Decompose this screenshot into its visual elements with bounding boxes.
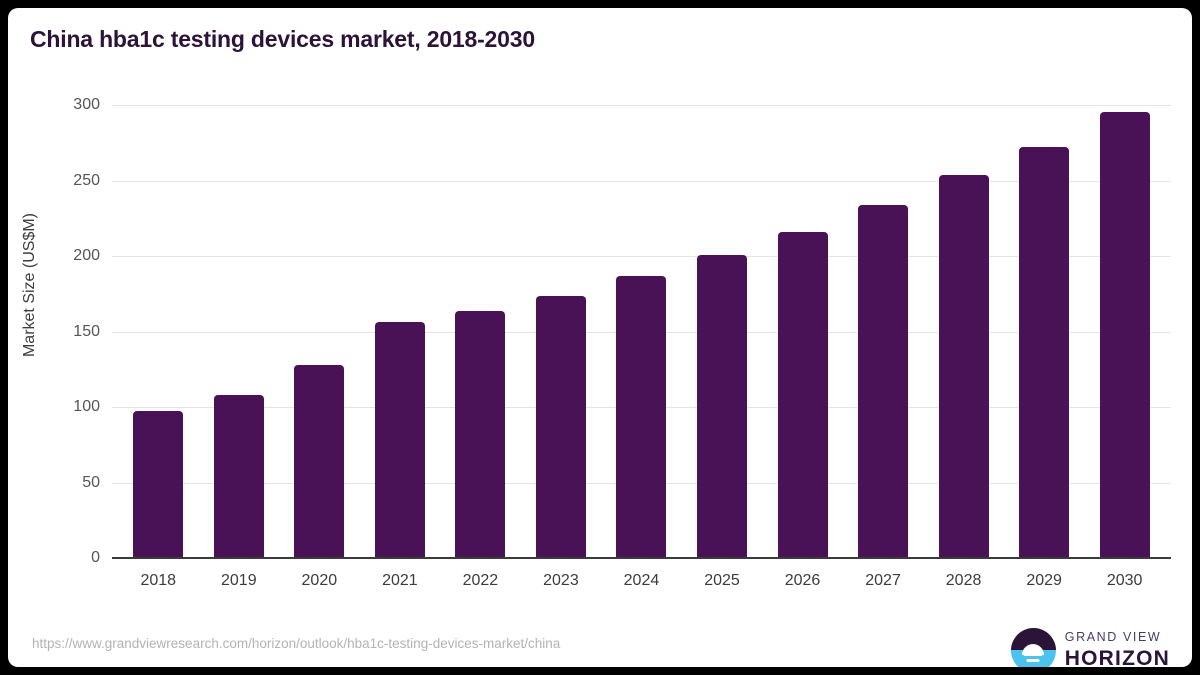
bar-slot — [1004, 105, 1085, 558]
bar-2021[interactable] — [374, 321, 425, 558]
x-axis-tick-label: 2022 — [462, 572, 499, 589]
bar-2027[interactable] — [858, 205, 909, 558]
y-axis-tick-label: 200 — [73, 247, 100, 264]
logo-text-horizon: HORIZON — [1064, 646, 1170, 667]
bar-slot — [762, 105, 843, 558]
y-axis-title: Market Size (US$M) — [21, 212, 38, 358]
bar-slot — [199, 105, 280, 558]
chart-card: China hba1c testing devices market, 2018… — [8, 8, 1192, 667]
bar-series — [112, 105, 1171, 558]
x-axis-tick-label: 2018 — [140, 572, 177, 589]
bar-slot — [118, 105, 199, 558]
source-url[interactable]: https://www.grandviewresearch.com/horizo… — [32, 636, 561, 651]
bar-2023[interactable] — [535, 296, 586, 558]
bar-2018[interactable] — [133, 410, 184, 558]
gridline — [112, 256, 1171, 257]
sun-horizon-icon — [1010, 627, 1056, 667]
x-axis-tick-slot: 2030 — [1084, 560, 1165, 590]
x-axis-tick-label: 2030 — [1106, 572, 1143, 589]
bar-2026[interactable] — [777, 231, 828, 558]
bar-slot — [440, 105, 521, 558]
y-axis-tick-label: 150 — [73, 322, 100, 340]
bar-slot — [601, 105, 682, 558]
bar-slot — [923, 105, 1004, 558]
bar-2020[interactable] — [294, 365, 345, 558]
logo-line-upper — [1023, 653, 1043, 656]
page-title: China hba1c testing devices market, 2018… — [30, 26, 535, 52]
y-axis-tick-label: 250 — [73, 171, 100, 189]
x-axis-line — [112, 557, 1171, 559]
x-axis-tick-label: 2024 — [623, 572, 660, 589]
x-axis-ticks: 2018 2019 2020 2021 2022 2023 2024 2025 2026 2027… — [112, 560, 1171, 590]
y-axis-tick-label: 50 — [82, 473, 100, 491]
logo-line-lower — [1026, 659, 1040, 662]
bar-slot — [279, 105, 360, 558]
y-axis-tick-label: 100 — [73, 398, 100, 415]
x-axis-tick-label: 2027 — [865, 572, 901, 589]
bar-2022[interactable] — [455, 311, 506, 558]
x-axis-tick-label: 2029 — [1026, 572, 1062, 589]
bar-2024[interactable] — [616, 276, 667, 558]
bar-slot — [521, 105, 602, 558]
bar-2019[interactable] — [213, 395, 264, 558]
bar-2028[interactable] — [938, 175, 989, 558]
logo-text-grand-view: GRAND VIEW — [1064, 630, 1162, 645]
x-axis-tick-slot: 2025 — [682, 560, 763, 590]
x-axis-tick-slot: 2029 — [1004, 560, 1085, 590]
x-axis-tick-label: 2023 — [543, 572, 579, 589]
x-axis-tick-label: 2026 — [784, 572, 821, 589]
x-axis-tick-label: 2028 — [945, 572, 982, 589]
x-axis-tick-slot: 2020 — [279, 560, 360, 590]
x-axis-tick-slot: 2021 — [360, 560, 441, 590]
x-axis-tick-label: 2019 — [221, 572, 257, 589]
logo-dome-shape — [1022, 644, 1045, 656]
bar-slot — [843, 105, 924, 558]
x-axis-tick-label: 2021 — [382, 572, 418, 589]
x-axis-tick-label: 2025 — [704, 572, 740, 589]
x-axis-tick-slot: 2023 — [521, 560, 602, 590]
chart-plot-wrapper: Market Size (US$M) 0 50 100 150 200 250 300 20… — [8, 8, 1192, 667]
y-axis-tick-label: 300 — [73, 96, 100, 113]
logo-top-half — [1010, 627, 1056, 650]
bar-slot — [360, 105, 441, 558]
bar-2030[interactable] — [1099, 111, 1150, 558]
gridline — [112, 180, 1171, 182]
x-axis-tick-slot: 2028 — [923, 560, 1004, 590]
x-axis-tick-slot: 2026 — [762, 560, 843, 590]
x-axis-tick-slot: 2018 — [118, 560, 199, 590]
brand-logo[interactable]: GRAND VIEW HORIZON — [1010, 627, 1170, 667]
plot-area: 0 50 100 150 200 250 300 — [73, 96, 1171, 566]
bar-2029[interactable] — [1019, 146, 1070, 558]
bar-2025[interactable] — [696, 254, 747, 558]
bar-slot — [1084, 105, 1165, 558]
x-axis-tick-slot: 2019 — [199, 560, 280, 590]
y-axis-tick-label: 0 — [91, 549, 100, 566]
x-axis-tick-slot: 2024 — [601, 560, 682, 590]
x-axis-tick-slot: 2027 — [843, 560, 924, 590]
logo-wordmark: GRAND VIEW HORIZON — [1065, 631, 1170, 667]
x-axis-tick-label: 2020 — [301, 572, 338, 589]
gridline — [112, 105, 1171, 106]
x-axis-tick-slot: 2022 — [440, 560, 521, 590]
bar-slot — [682, 105, 763, 558]
